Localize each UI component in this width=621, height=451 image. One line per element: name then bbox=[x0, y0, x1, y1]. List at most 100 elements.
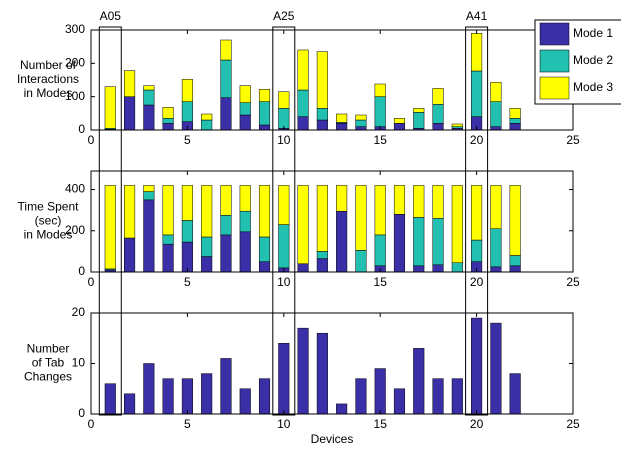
bar-segment bbox=[239, 231, 251, 273]
bar-segment bbox=[220, 185, 232, 216]
bar-segment bbox=[162, 234, 174, 245]
bar-segment bbox=[181, 79, 193, 102]
bar bbox=[374, 368, 386, 415]
bar-segment bbox=[201, 236, 213, 257]
x-tick-label: 0 bbox=[88, 417, 95, 431]
bar-segment bbox=[509, 118, 521, 124]
bar-segment bbox=[393, 185, 406, 215]
bar-segment bbox=[509, 108, 521, 119]
bar-segment bbox=[432, 104, 444, 124]
bar bbox=[355, 378, 367, 415]
bar-segment bbox=[162, 123, 174, 131]
bar-segment bbox=[278, 185, 290, 225]
bar-segment bbox=[432, 185, 444, 219]
x-tick-label: 20 bbox=[470, 275, 484, 289]
bar bbox=[278, 343, 290, 415]
bar-segment bbox=[220, 97, 232, 131]
bar bbox=[104, 383, 116, 415]
bar-segment bbox=[143, 89, 155, 106]
bar-segment bbox=[316, 185, 328, 252]
bar bbox=[239, 388, 251, 415]
bar-segment bbox=[509, 123, 521, 131]
legend-swatch bbox=[539, 49, 570, 73]
y-tick-label: 0 bbox=[78, 406, 85, 420]
bar-segment bbox=[239, 85, 251, 103]
x-tick-label: 0 bbox=[88, 275, 95, 289]
bar-segment bbox=[239, 114, 251, 131]
bar-segment bbox=[490, 228, 502, 268]
bar-segment bbox=[278, 224, 290, 269]
bar bbox=[393, 388, 406, 415]
bar-segment bbox=[509, 265, 521, 273]
legend-swatch bbox=[539, 76, 570, 100]
y-axis-label: Number bbox=[27, 342, 70, 356]
bar-segment bbox=[355, 185, 367, 251]
y-axis-label: Changes bbox=[24, 370, 72, 384]
bar-segment bbox=[490, 101, 502, 127]
bar-segment bbox=[201, 113, 213, 121]
bar-segment bbox=[490, 185, 502, 229]
legend-swatch bbox=[539, 22, 570, 46]
bar bbox=[162, 378, 174, 415]
bar-segment bbox=[239, 210, 251, 233]
bar-segment bbox=[336, 113, 348, 123]
y-tick-label: 400 bbox=[65, 182, 85, 196]
bar bbox=[509, 373, 521, 415]
y-axis-label: in Modes bbox=[24, 86, 73, 100]
bar-segment bbox=[316, 51, 328, 109]
y-axis-label: Time Spent bbox=[18, 200, 80, 214]
bar-segment bbox=[181, 241, 193, 273]
bar-segment bbox=[316, 108, 328, 121]
bar-segment bbox=[451, 185, 463, 263]
legend-label: Mode 1 bbox=[573, 26, 613, 40]
bar-segment bbox=[258, 89, 271, 102]
bar-segment bbox=[278, 91, 290, 109]
x-tick-label: 20 bbox=[470, 133, 484, 147]
bar-segment bbox=[239, 185, 251, 212]
bar-segment bbox=[413, 265, 425, 273]
y-axis-label: Interactions bbox=[17, 72, 79, 86]
bar bbox=[220, 358, 232, 415]
bar-segment bbox=[336, 210, 348, 273]
bar-segment bbox=[162, 185, 174, 236]
bar-segment bbox=[220, 59, 232, 98]
bar bbox=[413, 348, 425, 415]
axes-box bbox=[90, 170, 574, 273]
x-tick-label: 25 bbox=[566, 133, 580, 147]
bar-segment bbox=[490, 82, 502, 102]
bar-segment bbox=[471, 185, 483, 241]
y-tick-label: 300 bbox=[65, 22, 85, 36]
bar-segment bbox=[201, 119, 213, 131]
bar-segment bbox=[124, 237, 136, 273]
x-tick-label: 10 bbox=[277, 275, 291, 289]
bar-segment bbox=[258, 236, 271, 262]
bar bbox=[143, 363, 155, 415]
x-tick-label: 0 bbox=[88, 133, 95, 147]
legend-label: Mode 2 bbox=[573, 53, 613, 67]
y-tick-label: 20 bbox=[72, 305, 86, 319]
x-tick-label: 20 bbox=[470, 417, 484, 431]
bar bbox=[451, 378, 463, 415]
bar-segment bbox=[297, 185, 309, 265]
bar-segment bbox=[297, 116, 309, 131]
bar-segment bbox=[316, 258, 328, 273]
bar-segment bbox=[471, 239, 483, 262]
bar-segment bbox=[432, 88, 444, 105]
bar-segment bbox=[451, 262, 463, 273]
bar-segment bbox=[355, 114, 367, 121]
annotation-label: A41 bbox=[466, 9, 488, 23]
bar-segment bbox=[413, 217, 425, 267]
bar-segment bbox=[393, 214, 406, 273]
y-tick-label: 10 bbox=[72, 356, 86, 370]
y-axis-label: (sec) bbox=[35, 214, 62, 228]
bar-segment bbox=[374, 185, 386, 236]
bar-segment bbox=[258, 124, 271, 131]
x-tick-label: 15 bbox=[374, 275, 388, 289]
bar-segment bbox=[374, 96, 386, 127]
bar-segment bbox=[297, 49, 309, 91]
bar-segment bbox=[104, 185, 116, 270]
bar bbox=[432, 378, 444, 415]
bar-segment bbox=[432, 264, 444, 273]
bar-segment bbox=[220, 234, 232, 273]
bar-segment bbox=[316, 251, 328, 259]
